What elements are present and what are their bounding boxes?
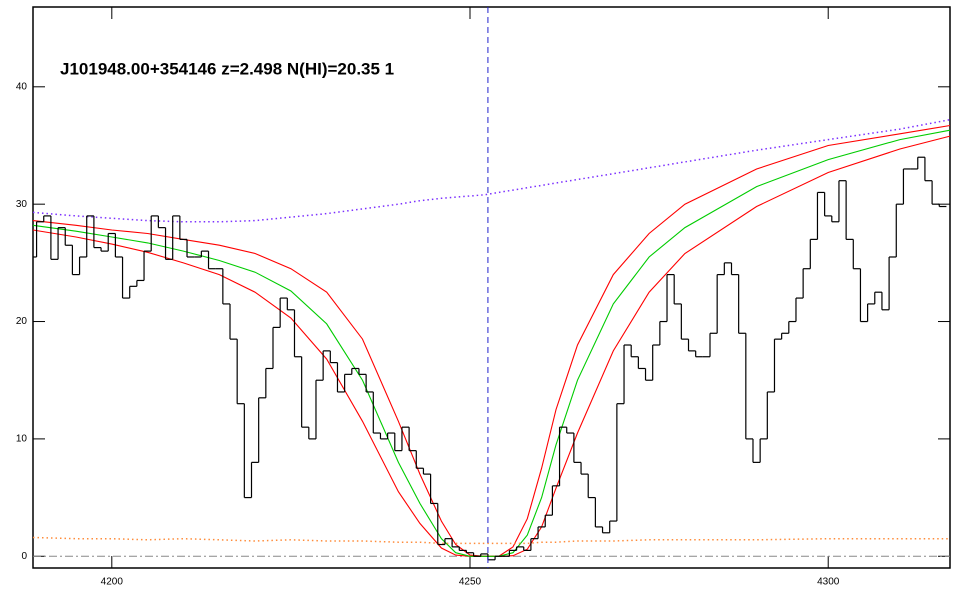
model-curve (32, 135, 951, 557)
chart-title: J101948.00+354146 z=2.498 N(HI)=20.35 1 (60, 59, 394, 78)
dotted-curve (32, 118, 951, 223)
y-tick-label: 20 (16, 316, 28, 327)
dotted-curve (32, 536, 950, 545)
x-tick-label: 4200 (101, 577, 124, 588)
y-tick-label: 40 (16, 81, 28, 92)
y-tick-label: 30 (16, 199, 28, 210)
model-curve (32, 124, 951, 557)
model-curve (32, 129, 951, 557)
plot-frame (32, 6, 951, 569)
y-tick-label: 0 (21, 551, 27, 562)
x-tick-label: 4300 (817, 577, 840, 588)
x-tick-label: 4250 (459, 577, 482, 588)
y-tick-label: 10 (16, 434, 28, 445)
